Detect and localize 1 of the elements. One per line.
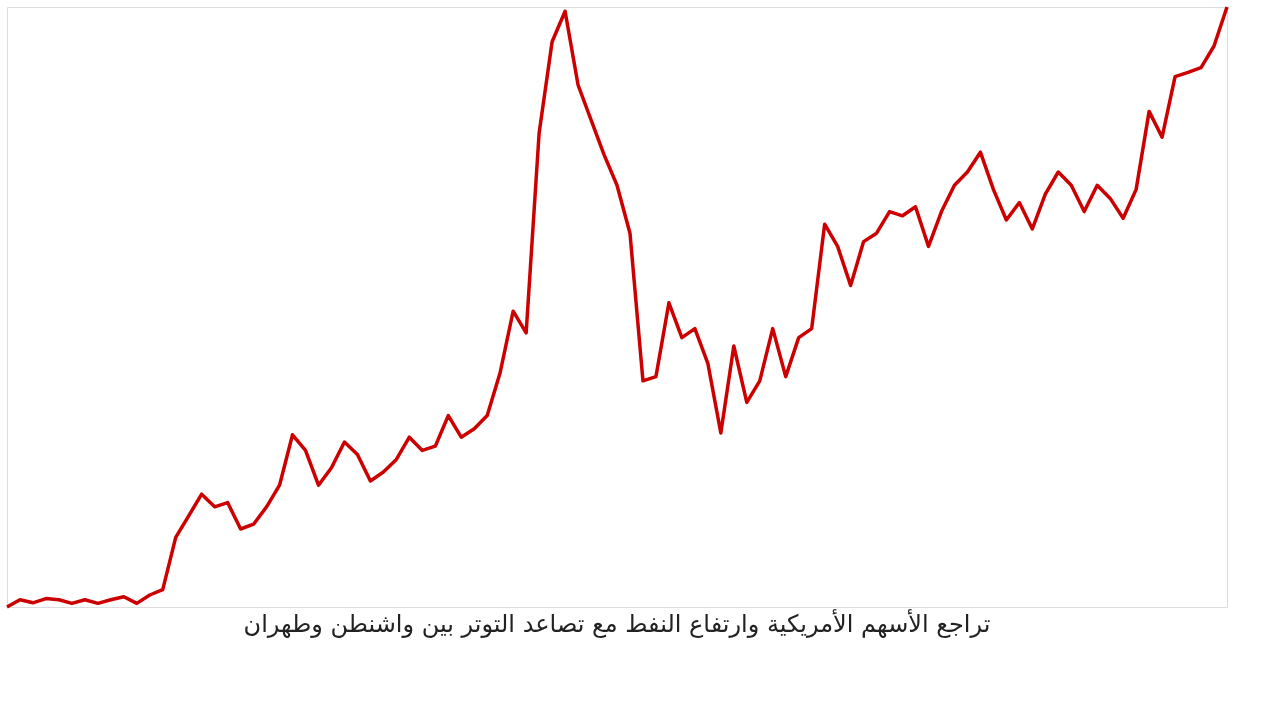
text: تراجع الأسهم الأمريكية وارتفاع النفط مع تصاعد التوتر بين واشنطن وطهران xyxy=(243,608,991,638)
